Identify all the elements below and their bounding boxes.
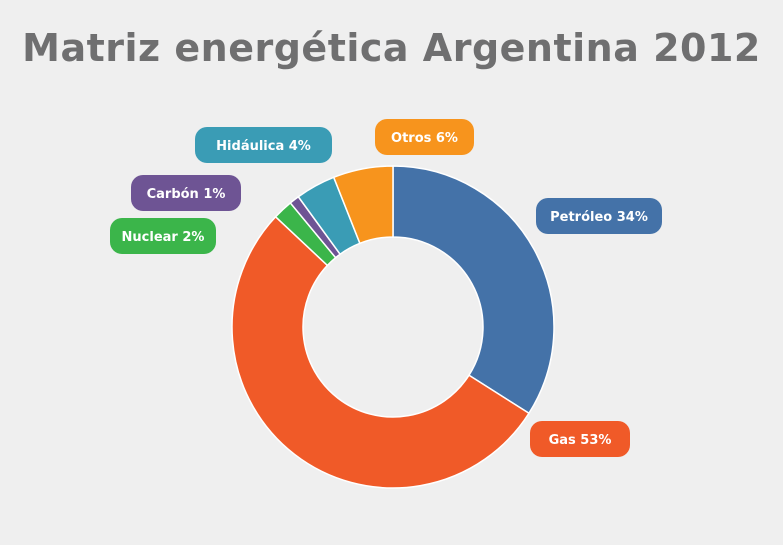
label-text: Carbón 1% bbox=[147, 187, 226, 202]
label-badge bbox=[530, 421, 630, 457]
label-badge bbox=[110, 218, 216, 254]
label-text: Gas 53% bbox=[549, 433, 612, 448]
label-badge bbox=[195, 127, 332, 163]
slice-labels: Petróleo 34% Gas 53% Nuclear 2% Carbón 1% Hi… bbox=[110, 119, 662, 457]
slice-otros bbox=[332, 165, 394, 245]
label-gas: Gas 53% bbox=[530, 421, 630, 457]
label-text: Petróleo 34% bbox=[550, 210, 648, 225]
label-badge bbox=[536, 198, 662, 234]
label-text: Otros 6% bbox=[391, 131, 458, 146]
slice-gas bbox=[231, 215, 530, 489]
label-otros: Otros 6% bbox=[375, 119, 474, 155]
label-petroleo: Petróleo 34% bbox=[536, 198, 662, 234]
chart-title: Matriz energética Argentina 2012 bbox=[22, 26, 761, 70]
label-text: Nuclear 2% bbox=[122, 230, 205, 245]
slice-petroleo bbox=[392, 165, 555, 415]
label-hidaulica: Hidáulica 4% bbox=[195, 127, 332, 163]
label-badge bbox=[131, 175, 241, 211]
label-nuclear: Nuclear 2% bbox=[110, 218, 216, 254]
label-text: Hidáulica 4% bbox=[216, 139, 311, 154]
label-carbon: Carbón 1% bbox=[131, 175, 241, 211]
donut-slices bbox=[231, 165, 555, 489]
label-badge bbox=[375, 119, 474, 155]
